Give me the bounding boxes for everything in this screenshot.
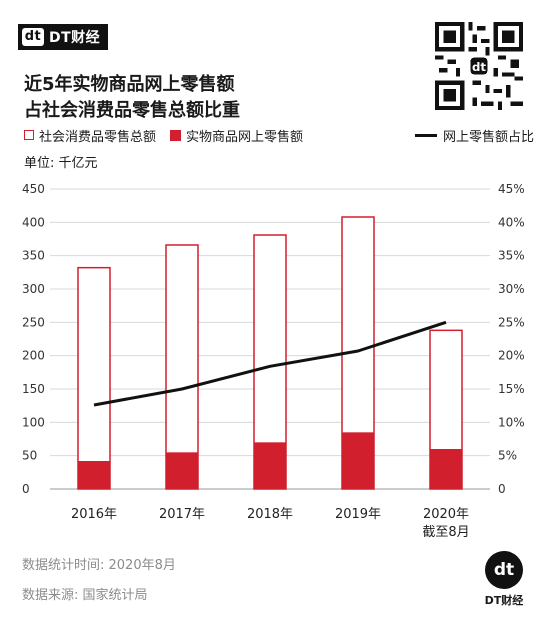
bar-online: [166, 452, 198, 489]
brand-name-bottom: DT财经: [484, 594, 524, 607]
y-left-tick-label: 50: [22, 449, 37, 463]
x-tick-label: 2016年: [71, 507, 117, 522]
y-left-tick-label: 150: [22, 382, 45, 396]
legend-label-total: 社会消费品零售总额: [39, 129, 157, 145]
y-right-tick-label: 20%: [498, 349, 525, 363]
y-left-tick-label: 0: [22, 482, 30, 496]
brand-logo-bottom: dt DT财经: [478, 551, 530, 608]
x-tick-label: 截至8月: [422, 525, 469, 540]
y-right-tick-label: 35%: [498, 249, 525, 263]
y-left-tick-label: 100: [22, 415, 45, 429]
unit-label: 单位: 千亿元: [24, 156, 98, 171]
chart-area: 0 50 100 150 200 250 300 350 400 450 0 5% 10% 15% 20% 2…: [22, 182, 525, 540]
legend-label-ratio: 网上零售额占比: [442, 129, 534, 145]
legend-item-ratio: 网上零售额占比: [414, 126, 534, 145]
footer-time: 数据统计时间: 2020年8月: [22, 558, 176, 573]
legend-item-total: 社会消费品零售总额: [24, 126, 156, 145]
bar-online: [254, 442, 286, 489]
y-left-tick-label: 200: [22, 349, 45, 363]
y-left-tick-label: 300: [22, 282, 45, 296]
y-left-tick-label: 350: [22, 249, 45, 263]
y-right-tick-label: 5%: [498, 449, 517, 463]
bar-online: [430, 449, 462, 489]
legend: 社会消费品零售总额 实物商品网上零售额 网上零售额占比: [24, 124, 534, 146]
legend-swatch-line: [414, 133, 437, 137]
brand-mark-bottom: dt: [485, 551, 523, 589]
legend-label-online: 实物商品网上零售额: [186, 129, 304, 145]
legend-swatch-outline: [24, 130, 34, 140]
title-line-1: 近5年实物商品网上零售额: [24, 74, 235, 95]
qr-brand-mark: dt: [472, 60, 486, 74]
y-left-tick-label: 450: [22, 182, 45, 196]
y-right-tick-label: 0: [498, 482, 506, 496]
y-right-tick-label: 30%: [498, 282, 525, 296]
y-right-tick-label: 15%: [498, 382, 525, 396]
y-right-tick-label: 45%: [498, 182, 525, 196]
qr-code-icon: dt: [435, 22, 523, 110]
brand-logo: dt DT财经: [18, 24, 109, 50]
x-tick-label: 2018年: [247, 507, 293, 522]
y-right-tick-label: 10%: [498, 415, 525, 429]
bar-online: [342, 432, 374, 489]
chart-title: 近5年实物商品网上零售额 占社会消费品零售总额比重: [24, 72, 240, 124]
bar-online: [78, 461, 110, 489]
footer-source: 数据来源: 国家统计局: [22, 588, 148, 603]
bar-total: [77, 266, 111, 490]
brand-mark: dt: [22, 28, 44, 46]
x-tick-label: 2019年: [335, 507, 381, 522]
x-tick-label: 2017年: [159, 507, 205, 522]
y-left-tick-label: 250: [22, 315, 45, 329]
y-left-tick-label: 400: [22, 215, 45, 229]
y-right-tick-label: 40%: [498, 215, 525, 229]
legend-item-online: 实物商品网上零售额: [170, 126, 303, 145]
title-line-2: 占社会消费品零售总额比重: [24, 100, 240, 121]
y-right-tick-label: 25%: [498, 315, 525, 329]
brand-name: DT财经: [49, 30, 101, 46]
x-tick-label: 2020年: [423, 507, 469, 522]
legend-swatch-filled: [170, 129, 182, 141]
